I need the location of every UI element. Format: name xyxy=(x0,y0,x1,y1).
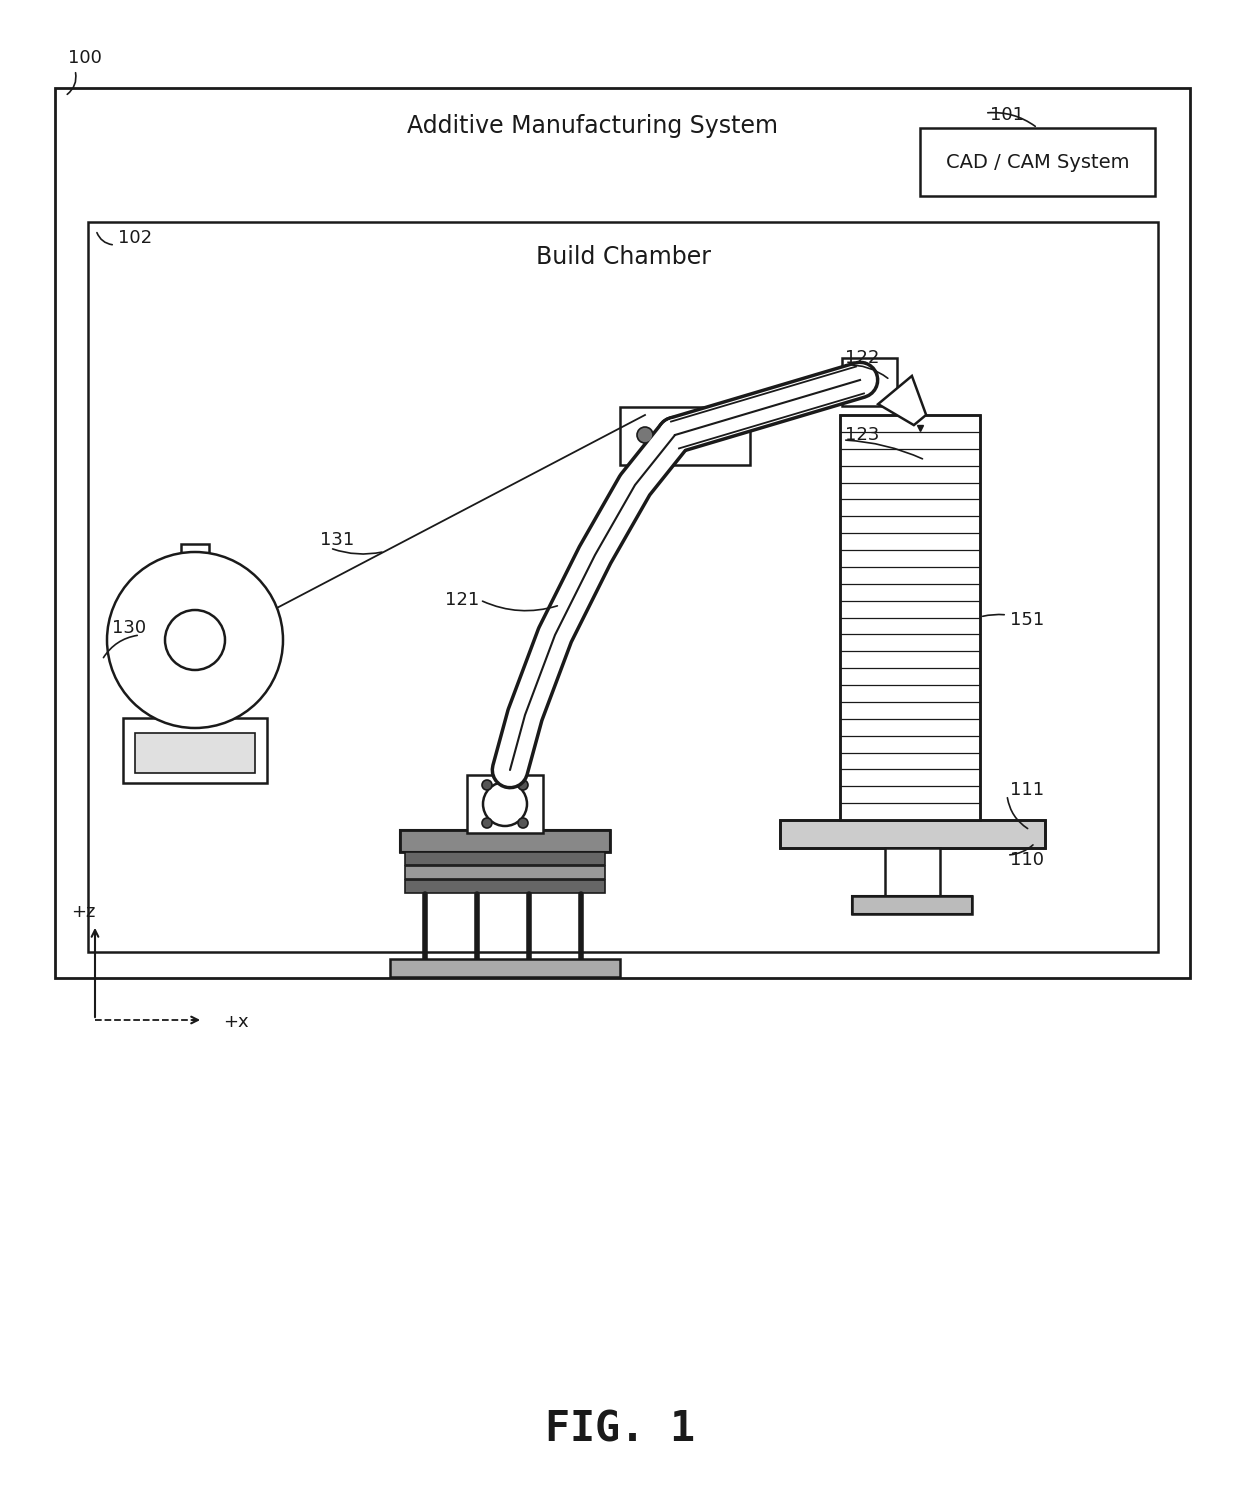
Bar xyxy=(467,774,543,833)
Circle shape xyxy=(165,610,224,670)
Text: +z: +z xyxy=(71,903,95,921)
Circle shape xyxy=(518,818,528,828)
Circle shape xyxy=(531,671,549,689)
Bar xyxy=(780,819,1045,848)
Bar xyxy=(405,881,605,893)
Bar xyxy=(852,896,972,913)
Text: 102: 102 xyxy=(118,229,153,247)
Text: 151: 151 xyxy=(1011,611,1044,629)
Bar xyxy=(852,896,972,913)
Text: 101: 101 xyxy=(990,106,1024,124)
Text: 100: 100 xyxy=(68,49,102,67)
Circle shape xyxy=(484,782,527,827)
Circle shape xyxy=(637,428,653,443)
Bar xyxy=(842,357,897,407)
Text: FIG. 1: FIG. 1 xyxy=(546,1408,694,1452)
Bar xyxy=(405,852,605,866)
Bar xyxy=(839,416,980,819)
Circle shape xyxy=(677,428,693,443)
Bar xyxy=(620,407,750,465)
Text: 131: 131 xyxy=(320,531,355,549)
Circle shape xyxy=(518,780,528,789)
Circle shape xyxy=(482,780,492,789)
Bar xyxy=(181,544,210,736)
Polygon shape xyxy=(878,375,926,425)
Text: Additive Manufacturing System: Additive Manufacturing System xyxy=(407,114,777,138)
Text: +x: +x xyxy=(223,1014,249,1032)
Bar xyxy=(780,819,1045,848)
Circle shape xyxy=(699,428,715,443)
Text: 111: 111 xyxy=(1011,780,1044,798)
Bar xyxy=(401,830,610,852)
Bar xyxy=(55,88,1190,978)
Text: 122: 122 xyxy=(844,348,879,366)
Text: 110: 110 xyxy=(1011,851,1044,869)
Text: CAD / CAM System: CAD / CAM System xyxy=(946,152,1130,172)
Bar xyxy=(123,718,267,783)
Bar xyxy=(88,221,1158,952)
Bar xyxy=(401,830,610,852)
Bar xyxy=(135,733,255,773)
Bar xyxy=(920,129,1154,196)
Text: 121: 121 xyxy=(445,591,479,608)
Bar xyxy=(839,416,980,819)
Bar xyxy=(391,958,620,978)
Circle shape xyxy=(482,818,492,828)
Circle shape xyxy=(657,428,673,443)
Text: Build Chamber: Build Chamber xyxy=(536,245,711,269)
Bar xyxy=(885,848,940,896)
Text: 130: 130 xyxy=(112,619,146,637)
Circle shape xyxy=(577,567,594,585)
Bar xyxy=(405,866,605,879)
Text: 123: 123 xyxy=(844,426,879,444)
Circle shape xyxy=(107,552,283,728)
